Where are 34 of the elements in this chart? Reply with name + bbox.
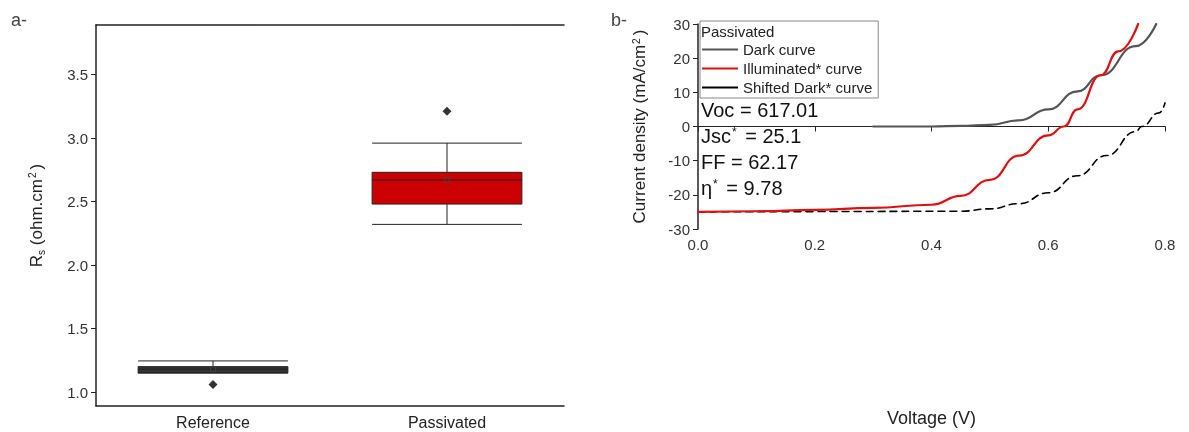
line-series: [872, 22, 1158, 128]
annotation: Jsc* = 25.1: [701, 125, 802, 147]
x-tick-label: 0.6: [1037, 236, 1059, 253]
y-axis-title: Rs (ohm.cm2): [27, 163, 47, 268]
y-tick-label: 3.0: [67, 129, 88, 147]
annotation: FF = 62.17: [701, 151, 799, 173]
y-tick-label: 1.5: [67, 320, 88, 338]
y-tick-label: -30: [668, 220, 690, 238]
legend-label: Dark curve: [743, 41, 816, 58]
y-tick-label: 3.5: [67, 66, 88, 84]
legend-label: Shifted Dark* curve: [743, 79, 873, 96]
y-tick-label: -10: [668, 152, 690, 170]
y-axis-title: Current density (mA/cm2): [630, 29, 649, 224]
legend-label: Illuminated* curve: [743, 60, 863, 77]
x-tick-label: 0.0: [687, 236, 709, 253]
y-tick-label: 0: [681, 118, 690, 135]
y-tick-label: -20: [668, 186, 690, 204]
y-tick-label: 20: [673, 49, 690, 67]
chart-title: a-: [11, 10, 28, 30]
y-tick-label: 1.0: [67, 383, 88, 401]
annotation: η* = 9.78: [701, 177, 783, 199]
y-tick-label: 30: [673, 15, 690, 33]
x-tick-label: 0.8: [1154, 236, 1176, 253]
x-tick-label: Reference: [176, 413, 251, 431]
legend-title: Passivated: [701, 23, 775, 40]
y-tick-label: 10: [673, 83, 690, 101]
line-series: [696, 22, 1140, 214]
x-tick-label: 0.2: [804, 236, 826, 253]
annotation: Voc = 617.01: [701, 99, 819, 121]
x-axis-title: Voltage (V): [886, 408, 977, 428]
y-tick-label: 2.5: [67, 193, 88, 211]
x-tick-label: 0.4: [921, 236, 942, 253]
y-tick-label: 2.0: [67, 256, 88, 274]
chart-title: b-: [611, 10, 628, 30]
